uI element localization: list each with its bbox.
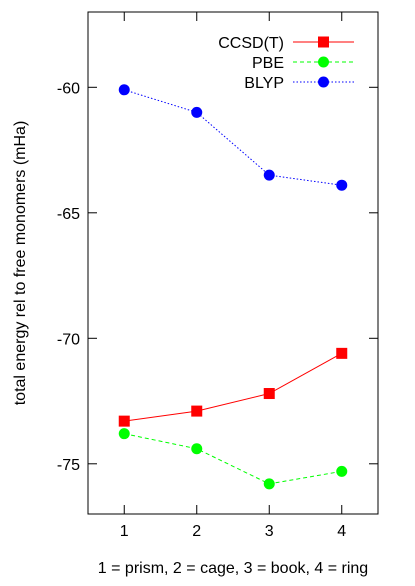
data-point-pbe: [336, 465, 348, 477]
legend-label-ccsd-t: CCSD(T): [218, 35, 284, 52]
series-lines: [124, 89, 342, 485]
legend: CCSD(T) PBE BLYP: [218, 35, 354, 92]
x-tick-label: 1: [120, 523, 129, 540]
series-points: [118, 84, 348, 490]
x-axis-label: 1 = prism, 2 = cage, 3 = book, 4 = ring: [98, 560, 368, 577]
x-ticks: 1 2 3 4: [120, 12, 346, 540]
data-point-ccsd-t: [118, 415, 130, 427]
data-point-pbe: [263, 478, 275, 490]
y-tick-label: -60: [57, 80, 80, 97]
y-tick-label: -70: [57, 331, 80, 348]
y-ticks: -60 -65 -70 -75: [57, 80, 378, 474]
data-point-blyp: [118, 84, 130, 96]
series-line-blyp: [124, 89, 342, 186]
data-point-ccsd-t: [191, 405, 203, 417]
x-tick-label: 2: [192, 523, 201, 540]
legend-marker-ccsd-t: [318, 36, 329, 48]
y-tick-label: -75: [57, 457, 80, 474]
data-point-blyp: [191, 106, 203, 118]
data-point-ccsd-t: [263, 388, 275, 400]
series-line-ccsd-t: [124, 352, 342, 422]
data-point-blyp: [263, 169, 275, 181]
data-point-ccsd-t: [336, 347, 348, 359]
y-axis-label: total energy rel to free monomers (mHa): [12, 121, 29, 406]
data-point-blyp: [336, 179, 348, 191]
x-tick-label: 3: [265, 523, 274, 540]
legend-marker-pbe: [318, 56, 329, 68]
x-tick-label: 4: [337, 523, 346, 540]
legend-label-blyp: BLYP: [244, 75, 284, 92]
legend-marker-blyp: [318, 76, 329, 88]
legend-label-pbe: PBE: [252, 55, 284, 72]
plot-frame: [87, 11, 379, 515]
series-line-pbe: [124, 433, 342, 485]
data-point-pbe: [118, 428, 130, 440]
y-tick-label: -65: [57, 206, 80, 223]
data-point-pbe: [191, 443, 203, 455]
